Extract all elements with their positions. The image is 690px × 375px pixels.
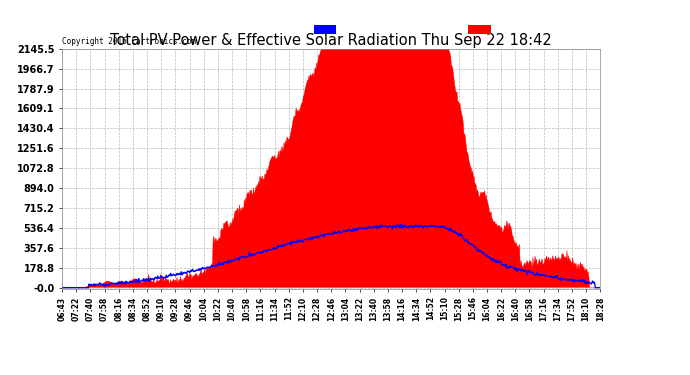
Title: Total PV Power & Effective Solar Radiation Thu Sep 22 18:42: Total PV Power & Effective Solar Radiati… <box>110 33 552 48</box>
Legend: Radiation (Effective w/m2), PV Panels (DC Watts): Radiation (Effective w/m2), PV Panels (D… <box>311 22 595 37</box>
Text: Copyright 2016 Cartronics.com: Copyright 2016 Cartronics.com <box>62 38 196 46</box>
